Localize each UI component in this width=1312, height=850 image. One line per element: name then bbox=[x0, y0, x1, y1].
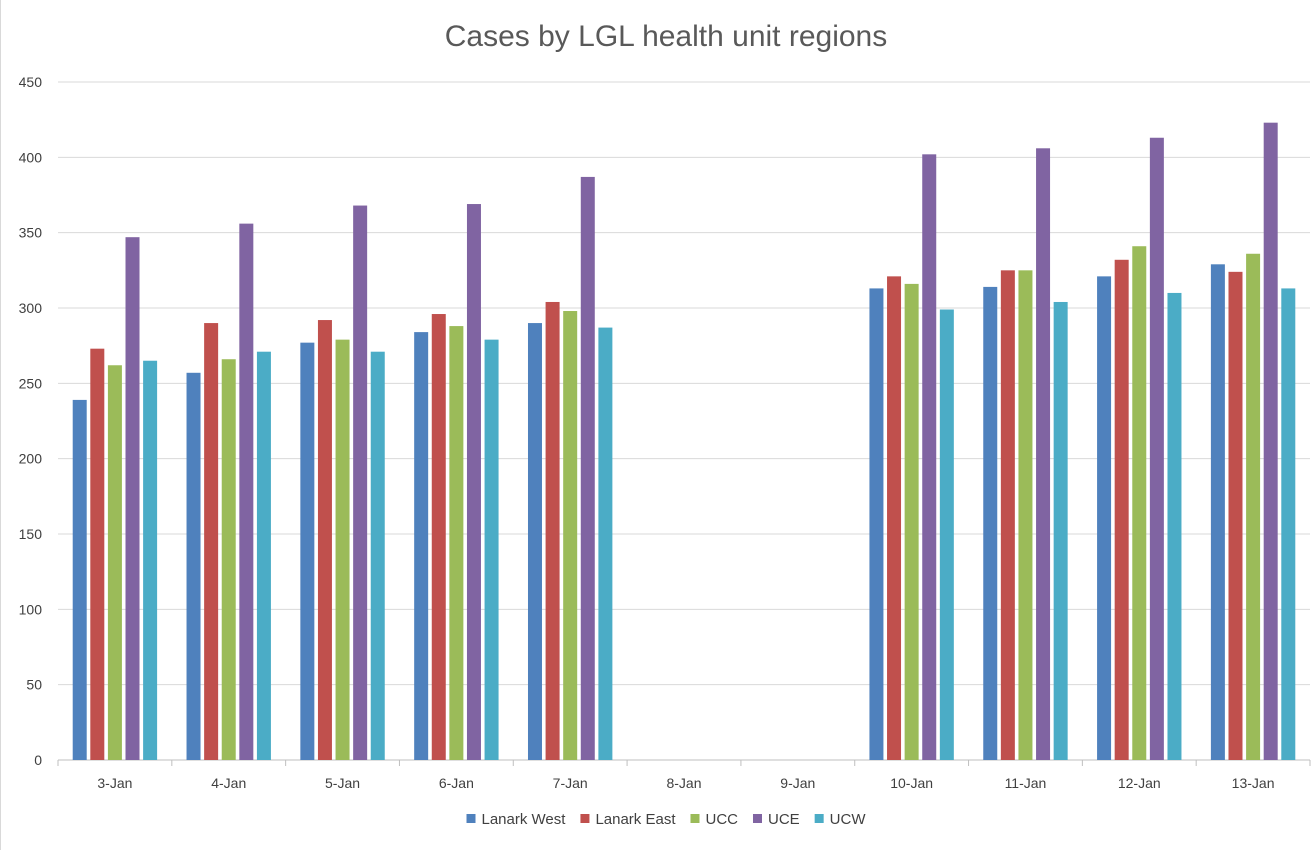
bar-ucw-12-jan bbox=[1167, 292, 1182, 760]
bar-uce-7-jan bbox=[580, 176, 595, 761]
bar-lanark-east-3-jan bbox=[90, 348, 105, 760]
x-tick-label: 5-Jan bbox=[325, 775, 360, 791]
bar-ucw-5-jan bbox=[370, 351, 385, 760]
y-tick-label: 200 bbox=[19, 451, 43, 467]
chart-title: Cases by LGL health unit regions bbox=[445, 20, 888, 53]
y-tick-label: 350 bbox=[19, 225, 43, 241]
x-tick-label: 10-Jan bbox=[890, 775, 933, 791]
bar-uce-5-jan bbox=[353, 205, 368, 761]
bar-ucc-13-jan bbox=[1246, 253, 1261, 760]
bar-lanark-west-5-jan bbox=[300, 342, 315, 760]
legend-swatch-lanark-east bbox=[580, 814, 590, 823]
bar-uce-12-jan bbox=[1149, 137, 1164, 760]
bar-ucw-6-jan bbox=[484, 339, 499, 760]
legend-swatch-lanark-west bbox=[466, 814, 476, 823]
bar-ucc-7-jan bbox=[563, 311, 578, 760]
bar-ucw-4-jan bbox=[256, 351, 271, 760]
bar-lanark-west-13-jan bbox=[1210, 264, 1225, 760]
bar-lanark-west-12-jan bbox=[1097, 276, 1112, 760]
x-tick-label: 3-Jan bbox=[97, 775, 132, 791]
x-tick-label: 12-Jan bbox=[1118, 775, 1161, 791]
bar-lanark-east-5-jan bbox=[317, 320, 332, 760]
bar-ucc-5-jan bbox=[335, 339, 350, 760]
x-axis-tick-labels: 3-Jan 4-Jan 5-Jan 6-Jan 7-Jan 8-Jan 9-Jan 10-Ja… bbox=[97, 775, 1274, 791]
bar-lanark-east-4-jan bbox=[204, 323, 219, 760]
y-tick-label: 250 bbox=[19, 375, 43, 391]
bar-uce-3-jan bbox=[125, 237, 140, 761]
bar-ucc-3-jan bbox=[107, 365, 122, 760]
bar-lanark-west-11-jan bbox=[983, 286, 998, 760]
bar-lanark-west-6-jan bbox=[414, 332, 429, 760]
bar-lanark-east-6-jan bbox=[431, 314, 446, 760]
x-tick-label: 11-Jan bbox=[1005, 775, 1047, 791]
bar-ucc-12-jan bbox=[1132, 246, 1147, 760]
bar-lanark-east-11-jan bbox=[1000, 270, 1015, 760]
legend-label: Lanark East bbox=[595, 811, 676, 828]
legend-label: UCC bbox=[705, 811, 738, 828]
legend-swatch-ucc bbox=[690, 814, 700, 823]
bar-lanark-west-4-jan bbox=[186, 372, 201, 760]
legend-label: UCE bbox=[768, 811, 800, 828]
legend-label: Lanark West bbox=[482, 811, 567, 828]
x-tick-label: 13-Jan bbox=[1232, 775, 1275, 791]
legend-swatch-uce bbox=[752, 814, 762, 823]
bar-ucc-10-jan bbox=[904, 283, 919, 760]
bar-uce-4-jan bbox=[239, 223, 254, 761]
legend-swatch-ucw bbox=[814, 814, 824, 823]
bar-lanark-east-12-jan bbox=[1114, 259, 1129, 760]
y-tick-label: 50 bbox=[26, 677, 42, 693]
bar-lanark-west-3-jan bbox=[72, 399, 87, 760]
bar-uce-13-jan bbox=[1263, 122, 1278, 761]
bar-ucw-10-jan bbox=[939, 309, 954, 760]
x-tick-label: 4-Jan bbox=[211, 775, 246, 791]
x-tick-label: 7-Jan bbox=[553, 775, 588, 791]
bar-uce-11-jan bbox=[1036, 148, 1051, 760]
y-tick-label: 0 bbox=[34, 752, 42, 768]
bars bbox=[72, 122, 1296, 761]
bar-ucw-7-jan bbox=[598, 327, 613, 760]
legend-label: UCW bbox=[830, 811, 867, 828]
bar-ucw-11-jan bbox=[1053, 301, 1068, 760]
y-tick-label: 450 bbox=[19, 74, 43, 90]
bar-uce-6-jan bbox=[466, 204, 481, 761]
y-tick-label: 100 bbox=[19, 601, 43, 617]
bar-ucw-13-jan bbox=[1281, 288, 1296, 760]
legend: Lanark West Lanark East UCC UCE UCW bbox=[466, 811, 867, 828]
bar-lanark-east-7-jan bbox=[545, 301, 560, 760]
x-tick-label: 9-Jan bbox=[780, 775, 815, 791]
y-tick-label: 150 bbox=[19, 526, 43, 542]
bar-lanark-west-7-jan bbox=[527, 323, 542, 760]
bar-lanark-east-10-jan bbox=[887, 276, 902, 760]
x-tick-label: 6-Jan bbox=[439, 775, 474, 791]
bar-lanark-east-13-jan bbox=[1228, 271, 1243, 760]
bar-uce-10-jan bbox=[922, 154, 937, 760]
bar-ucc-4-jan bbox=[221, 359, 236, 760]
window-left-edge bbox=[0, 0, 1, 850]
bar-ucc-11-jan bbox=[1018, 270, 1033, 760]
y-tick-label: 300 bbox=[19, 300, 43, 316]
y-tick-label: 400 bbox=[19, 149, 43, 165]
bar-ucc-6-jan bbox=[449, 326, 464, 760]
bar-lanark-west-10-jan bbox=[869, 288, 884, 760]
bar-ucw-3-jan bbox=[143, 360, 158, 760]
y-axis-tick-labels: 0 50 100 150 200 250 300 350 400 450 bbox=[19, 74, 43, 768]
x-tick-label: 8-Jan bbox=[666, 775, 701, 791]
